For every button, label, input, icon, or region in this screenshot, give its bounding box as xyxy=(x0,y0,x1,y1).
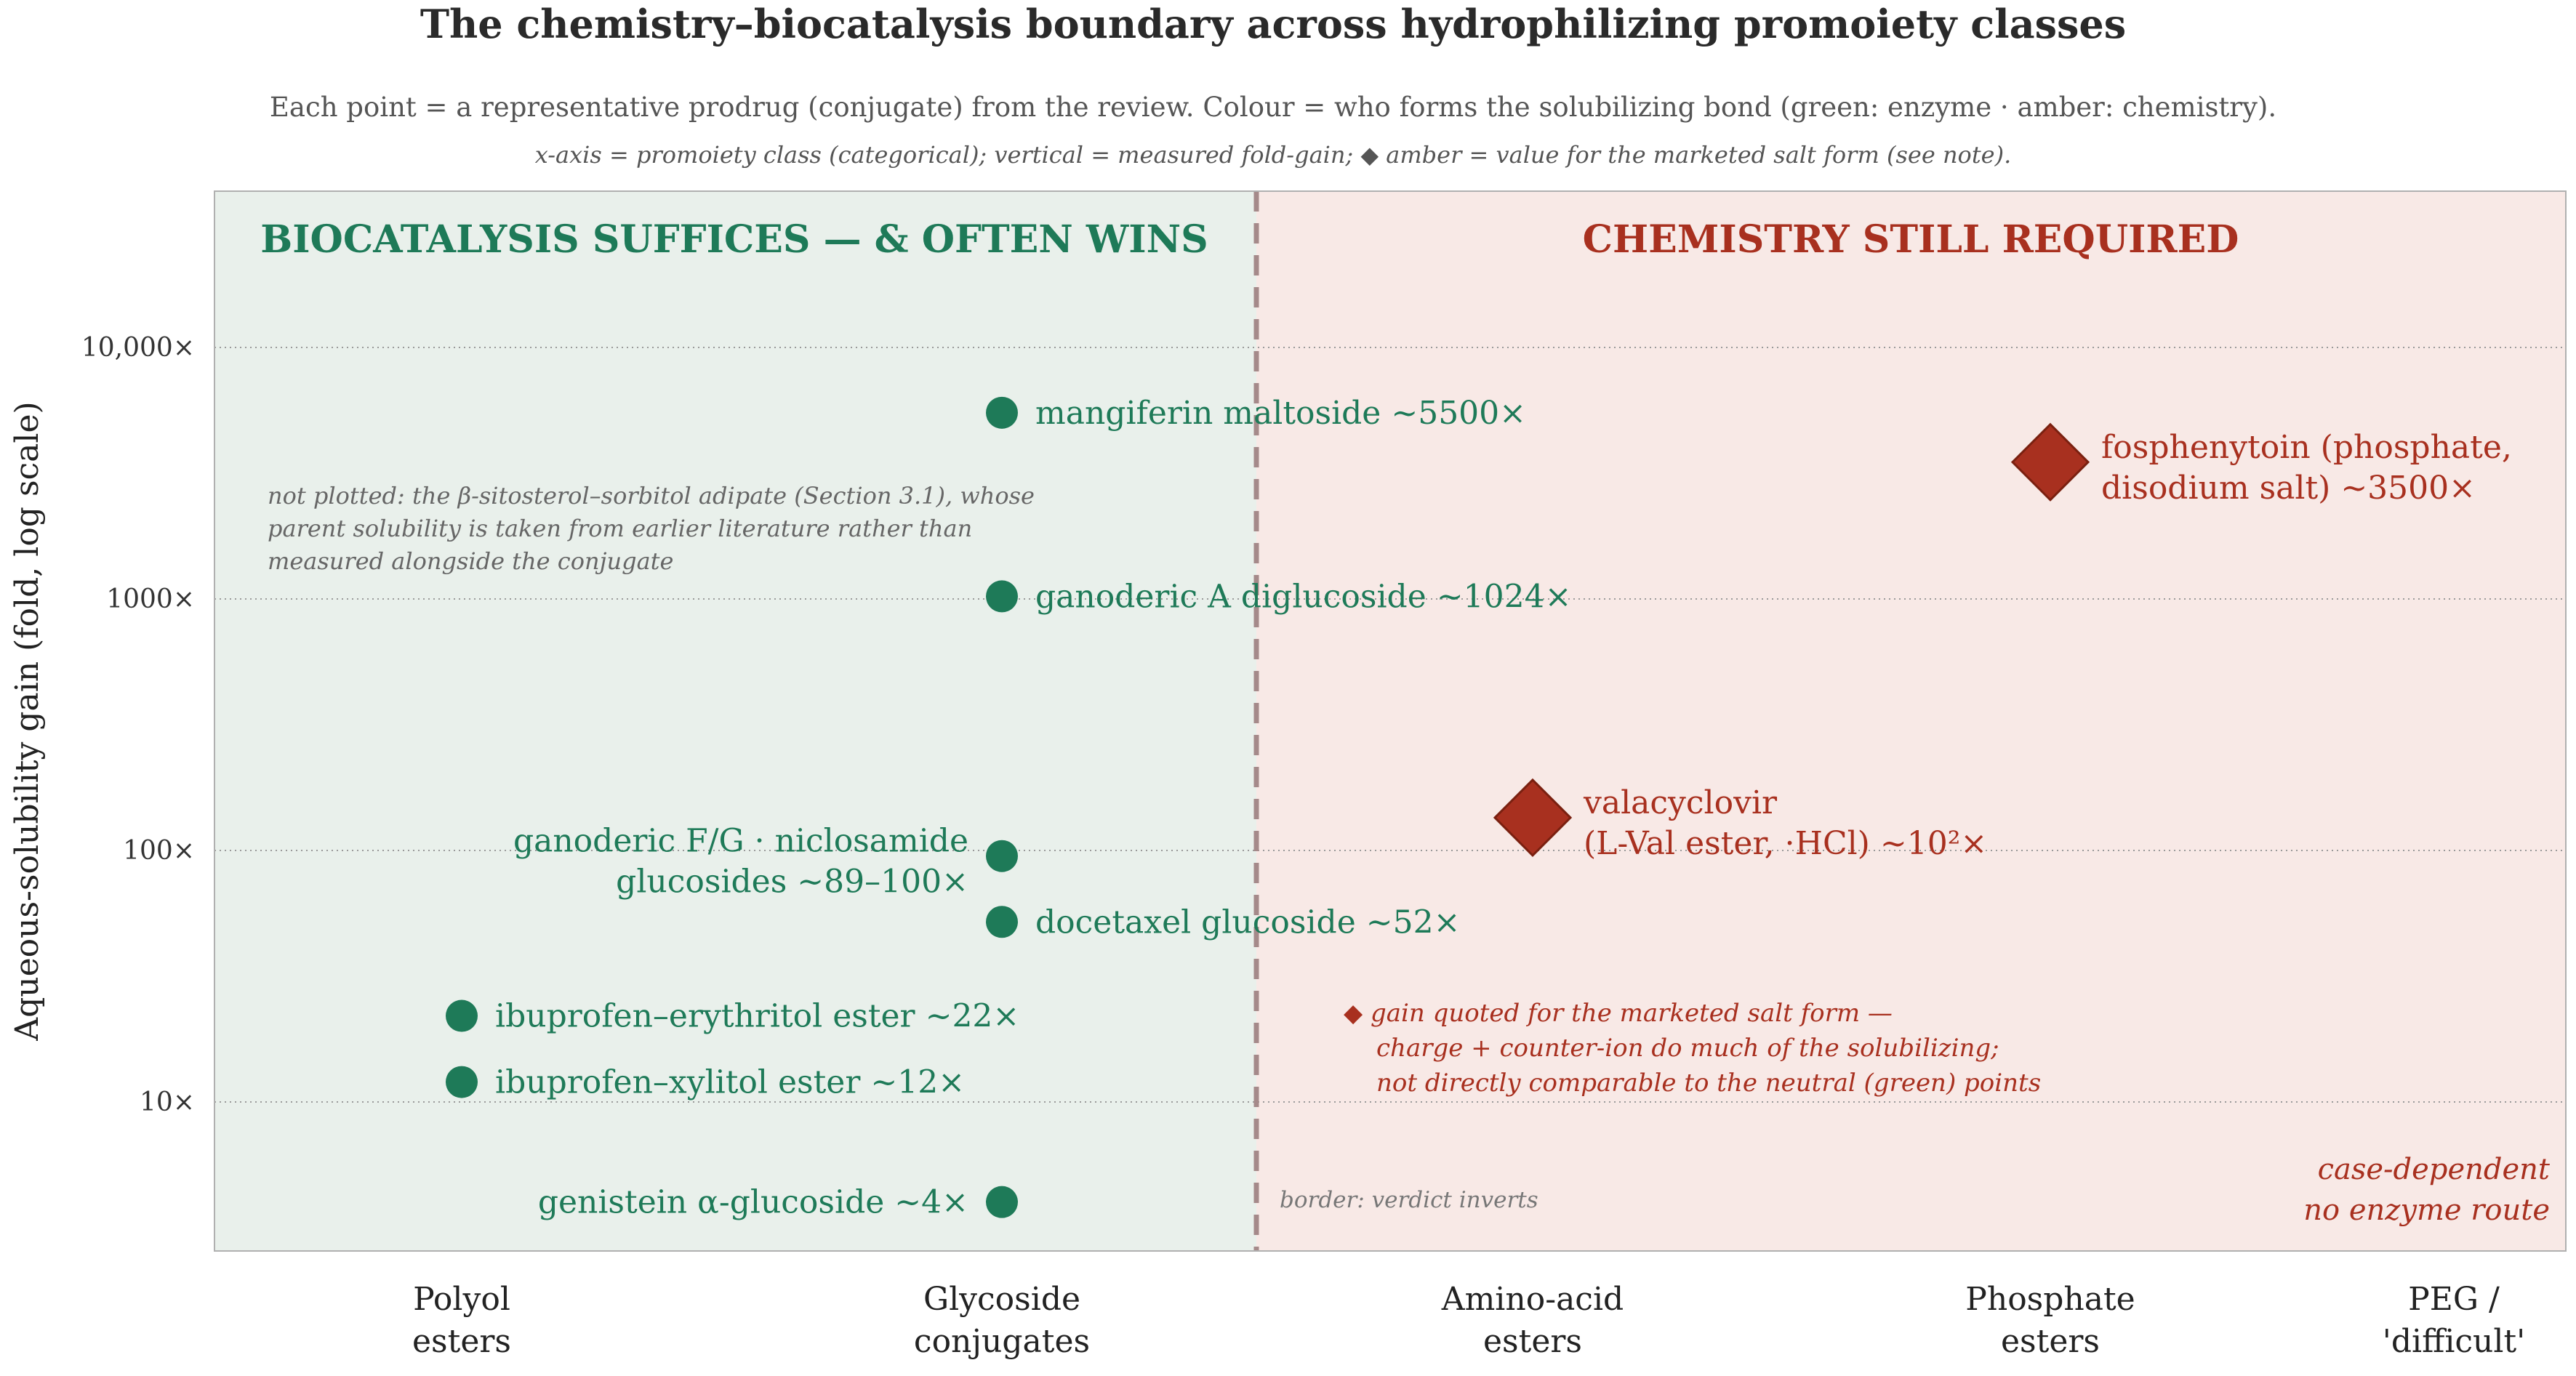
y-tick-label: 100× xyxy=(123,836,195,866)
y-tick-label: 10× xyxy=(140,1087,195,1117)
biocatalysis-region-title: BIOCATALYSIS SUFFICES — & OFTEN WINS xyxy=(260,217,1208,262)
enzyme-point xyxy=(986,396,1018,429)
x-category-label: conjugates xyxy=(914,1323,1090,1360)
x-category-label: esters xyxy=(2001,1323,2100,1360)
point-label: ibuprofen–erythritol ester ~22× xyxy=(495,998,1019,1035)
point-label: disodium salt) ~3500× xyxy=(2101,470,2476,507)
salt-note-line: ◆ gain quoted for the marketed salt form… xyxy=(1344,999,1893,1028)
x-category-label: esters xyxy=(412,1323,511,1360)
y-tick-label: 10,000× xyxy=(81,333,195,363)
chart-subtitle-axes-note: x-axis = promoiety class (categorical); … xyxy=(535,141,2012,169)
chemistry-region xyxy=(1256,191,2566,1251)
case-dependent-note: case-dependent no enzyme route xyxy=(2303,1153,2551,1227)
chart-subtitle: Each point = a representative prodrug (c… xyxy=(270,92,2276,123)
plot-frame xyxy=(214,190,2567,1252)
enzyme-point xyxy=(446,1066,478,1098)
point-label: fosphenytoin (phosphate, xyxy=(2101,429,2512,466)
point-label: genistein α-glucoside ~4× xyxy=(538,1184,968,1221)
not-plotted-line: measured alongside the conjugate xyxy=(268,547,673,575)
not-plotted-line: parent solubility is taken from earlier … xyxy=(268,515,972,542)
salt-form-note: ◆ gain quoted for the marketed salt form… xyxy=(1344,999,2041,1098)
enzyme-point xyxy=(986,906,1018,938)
x-category-label: 'difficult' xyxy=(2383,1323,2526,1360)
x-category-label: Glycoside xyxy=(923,1281,1080,1318)
point-label: mangiferin maltoside ~5500× xyxy=(1035,395,1526,432)
y-axis-ticks: 10× 100× 1000× 10,000× xyxy=(81,333,195,1117)
x-category-label: PEG / xyxy=(2408,1281,2500,1318)
point-label: ganoderic A diglucoside ~1024× xyxy=(1035,578,1571,615)
enzyme-point xyxy=(446,999,478,1032)
x-category-label: esters xyxy=(1483,1323,1582,1360)
border-label: border: verdict inverts xyxy=(1280,1187,1538,1213)
point-label: valacyclovir xyxy=(1583,784,1778,821)
point-label: ibuprofen–xylitol ester ~12× xyxy=(495,1064,965,1101)
not-plotted-note: not plotted: the β-sitosterol–sorbitol a… xyxy=(268,482,1035,575)
x-category-label: Phosphate xyxy=(1965,1281,2135,1318)
x-category-label: Amino-acid xyxy=(1441,1281,1624,1318)
gridlines xyxy=(214,347,2566,1103)
chemistry-point xyxy=(2010,422,2090,502)
enzyme-point xyxy=(986,840,1018,872)
point-label: glucosides ~89–100× xyxy=(616,864,968,901)
data-points: ibuprofen–erythritol ester ~22× ibuprofen… xyxy=(446,395,2512,1221)
point-label: docetaxel glucoside ~52× xyxy=(1035,904,1460,941)
case-note-line: no enzyme route xyxy=(2303,1194,2550,1227)
chemistry-region-title: CHEMISTRY STILL REQUIRED xyxy=(1583,217,2239,262)
y-axis-label: Aqueous-solubility gain (fold, log scale… xyxy=(9,401,46,1041)
x-category-label: Polyol xyxy=(413,1281,510,1318)
biocatalysis-region xyxy=(214,191,1256,1251)
chart-title: The chemistry–biocatalysis boundary acro… xyxy=(420,1,2126,47)
point-label: ganoderic F/G · niclosamide xyxy=(513,823,968,860)
case-note-line: case-dependent xyxy=(2318,1153,2551,1186)
salt-note-line: not directly comparable to the neutral (… xyxy=(1376,1069,2041,1098)
not-plotted-line: not plotted: the β-sitosterol–sorbitol a… xyxy=(268,482,1035,510)
x-axis-categories: Polyol esters Glycoside conjugates Amino-aci… xyxy=(412,1281,2525,1360)
y-tick-label: 1000× xyxy=(106,584,195,614)
salt-note-line: charge + counter-ion do much of the solu… xyxy=(1376,1034,1999,1063)
enzyme-point xyxy=(986,1186,1018,1218)
chemistry-point xyxy=(1493,778,1573,858)
enzyme-point xyxy=(986,580,1018,613)
point-label: (L-Val ester, ·HCl) ~10²× xyxy=(1584,825,1987,862)
